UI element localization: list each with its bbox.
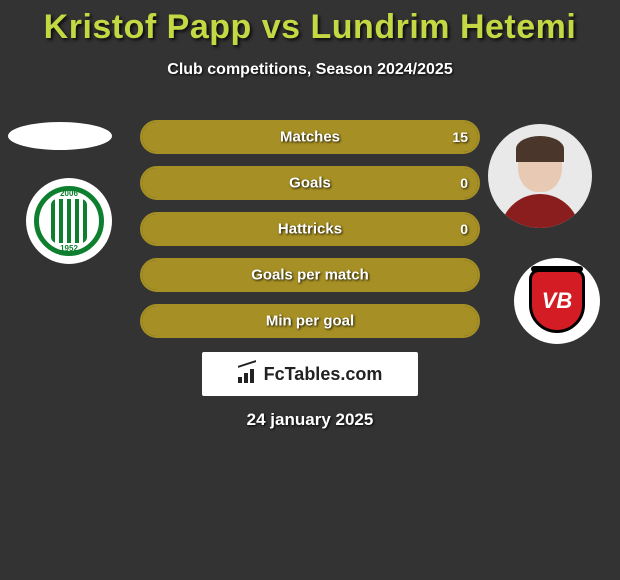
bar-val-right: 15 [452,129,468,145]
branding-text: FcTables.com [264,364,383,385]
bar-hattricks: Hattricks 0 [140,212,480,246]
club-left-year-bottom: 1952 [60,244,78,253]
bar-val-right: 0 [460,221,468,237]
bar-label: Goals [142,175,478,192]
chart-icon [238,365,258,383]
player1-avatar [8,122,112,150]
subtitle: Club competitions, Season 2024/2025 [0,61,620,79]
bar-label: Matches [142,129,478,146]
title-player2: Lundrim Hetemi [311,8,577,46]
page-title: Kristof Papp vs Lundrim Hetemi [0,0,620,47]
bar-label: Goals per match [142,267,478,284]
bar-goals: Goals 0 [140,166,480,200]
player2-avatar [488,124,592,228]
bar-min-per-goal: Min per goal [140,304,480,338]
bar-goals-per-match: Goals per match [140,258,480,292]
bar-matches: Matches 15 [140,120,480,154]
club-right-text: VB [542,288,573,314]
player1-club-badge: 2006 1952 [26,178,112,264]
date-text: 24 january 2025 [0,410,620,430]
bar-label: Hattricks [142,221,478,238]
title-vs: vs [262,8,301,46]
player2-club-badge: VB [514,258,600,344]
title-player1: Kristof Papp [44,8,252,46]
branding-box: FcTables.com [202,352,418,396]
comparison-bars: Matches 15 Goals 0 Hattricks 0 Goals per… [140,120,480,350]
bar-val-right: 0 [460,175,468,191]
club-left-year-top: 2006 [60,189,78,198]
bar-label: Min per goal [142,313,478,330]
